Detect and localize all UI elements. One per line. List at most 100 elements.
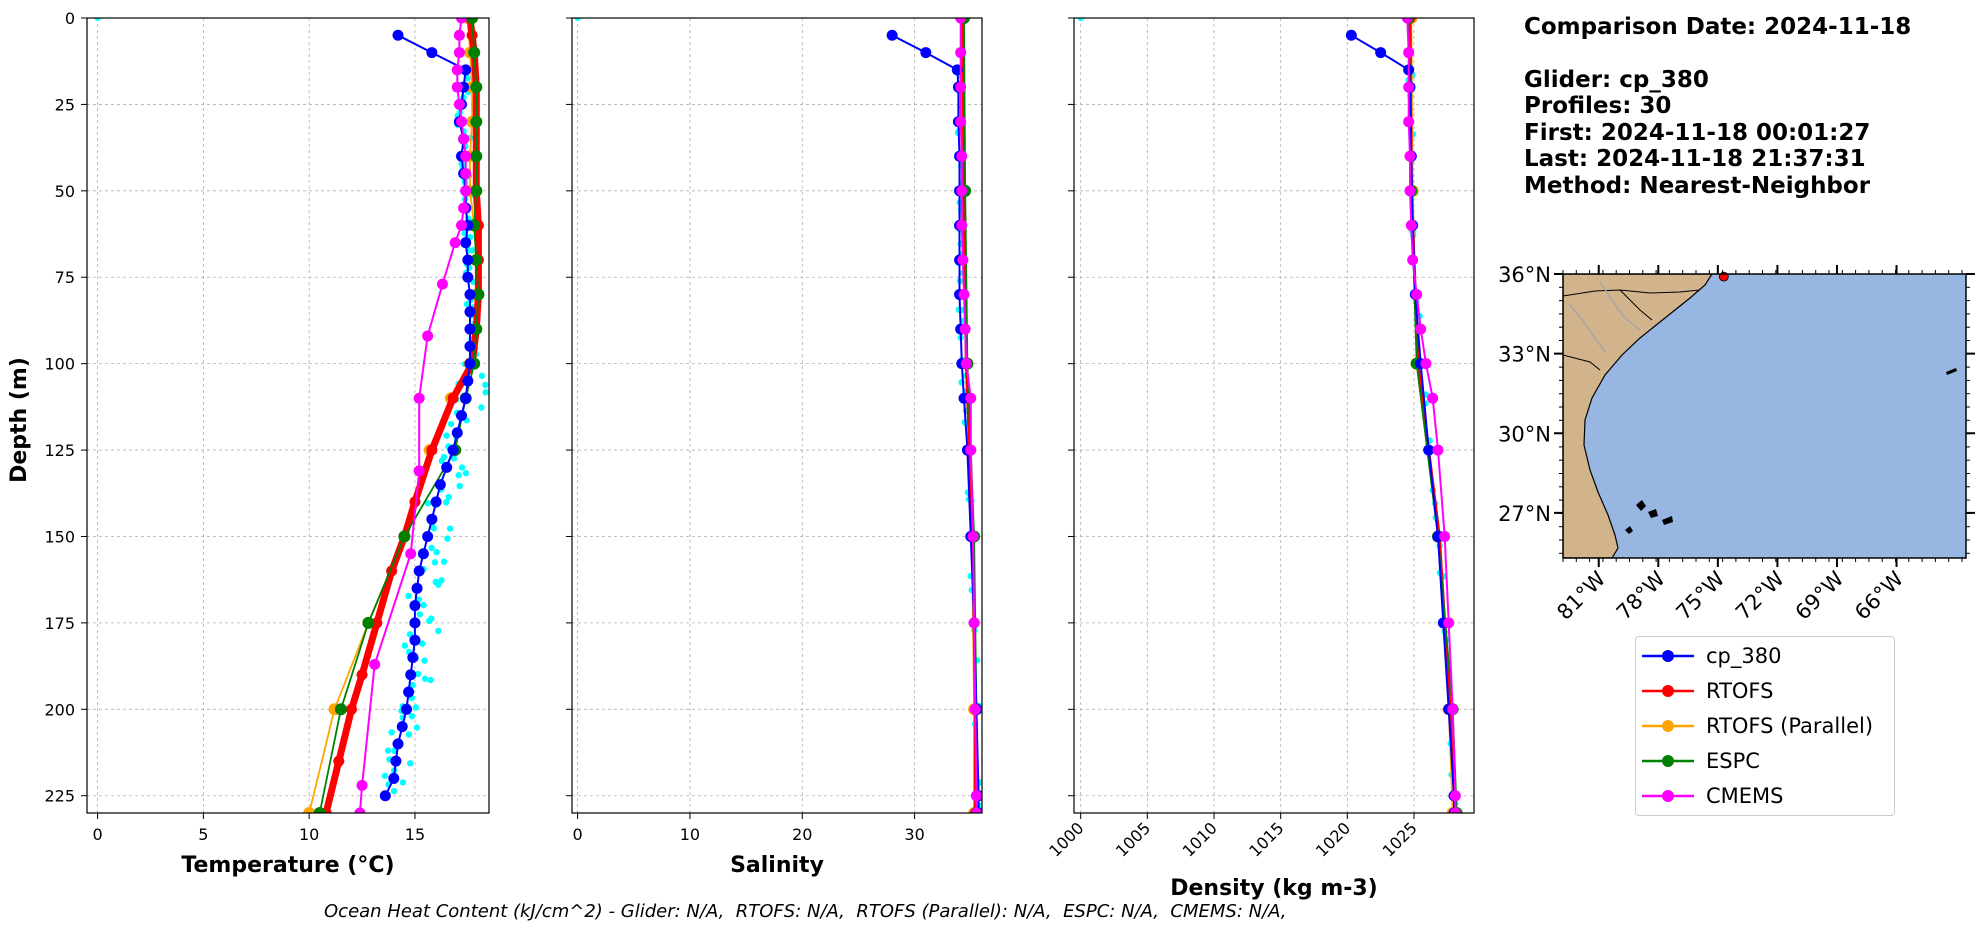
legend-item-rtofs-parallel: RTOFS (Parallel) bbox=[1642, 709, 1873, 743]
x-tick-label: 20 bbox=[792, 825, 812, 844]
salinity-panel: 0 10 20 30 Salinity bbox=[566, 17, 983, 878]
glider-raw-point bbox=[442, 499, 450, 506]
series-point bbox=[965, 392, 977, 404]
x-tick-label: 5 bbox=[198, 825, 208, 844]
series-point bbox=[447, 444, 459, 456]
series-point bbox=[1375, 47, 1387, 59]
y-tick-label: 50 bbox=[55, 182, 75, 201]
series-point bbox=[468, 46, 481, 59]
series-point bbox=[470, 184, 483, 197]
glider-raw-point bbox=[405, 731, 413, 738]
glider-raw-point bbox=[1077, 18, 1084, 21]
series-line-rtofs-parallel- bbox=[1410, 18, 1454, 813]
river bbox=[1599, 281, 1641, 331]
glider-raw-point bbox=[444, 535, 451, 542]
series-point bbox=[958, 289, 970, 301]
series-point bbox=[369, 658, 381, 670]
glider-raw-point bbox=[574, 18, 581, 21]
series-point bbox=[453, 98, 465, 110]
series-point bbox=[379, 790, 391, 802]
glider-raw-point bbox=[388, 729, 395, 736]
series-point bbox=[1403, 47, 1415, 59]
x-tick-label: 30 bbox=[904, 825, 924, 844]
series-line-cp-380 bbox=[1350, 34, 1455, 813]
series-point bbox=[451, 81, 463, 93]
glider-raw-point bbox=[413, 724, 421, 731]
axes-frame bbox=[571, 17, 983, 814]
info-block: Comparison Date: 2024-11-18 Glider: cp_38… bbox=[1524, 14, 1911, 199]
glider-raw-point bbox=[446, 525, 454, 532]
comparison-date: Comparison Date: 2024-11-18 bbox=[1524, 14, 1912, 40]
glider-raw-point bbox=[443, 432, 450, 439]
plot-area bbox=[574, 18, 982, 813]
glider-raw-point bbox=[455, 471, 462, 479]
bermuda bbox=[1946, 368, 1957, 375]
map-lat-label: 36°N bbox=[1498, 263, 1551, 287]
series-point bbox=[466, 18, 479, 24]
series-point bbox=[333, 755, 345, 767]
x-tick-label: 1025 bbox=[1379, 818, 1421, 860]
series-point bbox=[441, 461, 453, 473]
series-point bbox=[955, 18, 967, 24]
y-tick-label: 125 bbox=[44, 441, 75, 460]
series-point bbox=[464, 340, 476, 352]
series-point bbox=[417, 548, 429, 560]
profile-count: Profiles: 30 bbox=[1524, 93, 1672, 119]
series-point bbox=[1423, 444, 1435, 456]
series-point bbox=[967, 530, 979, 542]
series-point bbox=[1439, 530, 1451, 542]
series-point bbox=[1447, 703, 1459, 715]
series-point bbox=[398, 530, 411, 543]
x-tick-label: 1020 bbox=[1312, 818, 1354, 860]
series-point bbox=[409, 617, 421, 629]
series-point bbox=[1407, 254, 1419, 266]
axes-frame bbox=[1073, 17, 1475, 814]
map-lon-label: 81°W bbox=[1552, 566, 1610, 624]
glider-raw-point bbox=[412, 704, 419, 711]
series-point bbox=[470, 115, 483, 128]
x-tick-label: 0 bbox=[573, 825, 583, 844]
ocean-heat-content-note: Ocean Heat Content (kJ/cm^2) - Glider: N… bbox=[324, 901, 1287, 922]
plot-area bbox=[94, 18, 489, 813]
glider-raw-point bbox=[450, 455, 458, 462]
series-point bbox=[458, 133, 470, 145]
glider-raw-point bbox=[458, 464, 466, 471]
map-lon-label: 72°W bbox=[1731, 566, 1789, 624]
x-tick-label: 1015 bbox=[1245, 818, 1287, 860]
series-point bbox=[409, 496, 421, 508]
series-point bbox=[455, 410, 467, 421]
series-point bbox=[1401, 18, 1413, 24]
series-point bbox=[1443, 617, 1455, 629]
state-border bbox=[1619, 289, 1653, 321]
series-point bbox=[407, 651, 419, 663]
glider-raw-point bbox=[462, 469, 470, 477]
series-point bbox=[313, 807, 326, 813]
state-border bbox=[1563, 354, 1601, 371]
series-point bbox=[426, 513, 438, 525]
glider-raw-point bbox=[409, 681, 416, 689]
series-point bbox=[303, 807, 316, 813]
glider-raw-point bbox=[419, 640, 426, 647]
series-point bbox=[458, 202, 470, 214]
series-point bbox=[403, 686, 415, 698]
first-time: First: 2024-11-18 00:01:27 bbox=[1524, 119, 1871, 146]
glider-raw-point bbox=[421, 675, 429, 682]
series-point bbox=[426, 444, 438, 456]
series-point bbox=[413, 465, 425, 477]
series-point bbox=[1405, 219, 1417, 231]
series-point bbox=[1345, 29, 1357, 41]
series-point bbox=[362, 616, 375, 629]
series-point bbox=[464, 358, 476, 370]
series-point bbox=[462, 375, 474, 387]
series-point bbox=[955, 81, 967, 93]
map-lon-label: 66°W bbox=[1850, 566, 1908, 624]
x-tick-label: 10 bbox=[680, 825, 700, 844]
x-tick-label: 1010 bbox=[1179, 818, 1221, 860]
series-point bbox=[426, 47, 438, 59]
series-point bbox=[1449, 790, 1461, 802]
glider-raw-point bbox=[406, 760, 414, 767]
series-point bbox=[409, 634, 421, 646]
series-point bbox=[413, 565, 425, 577]
